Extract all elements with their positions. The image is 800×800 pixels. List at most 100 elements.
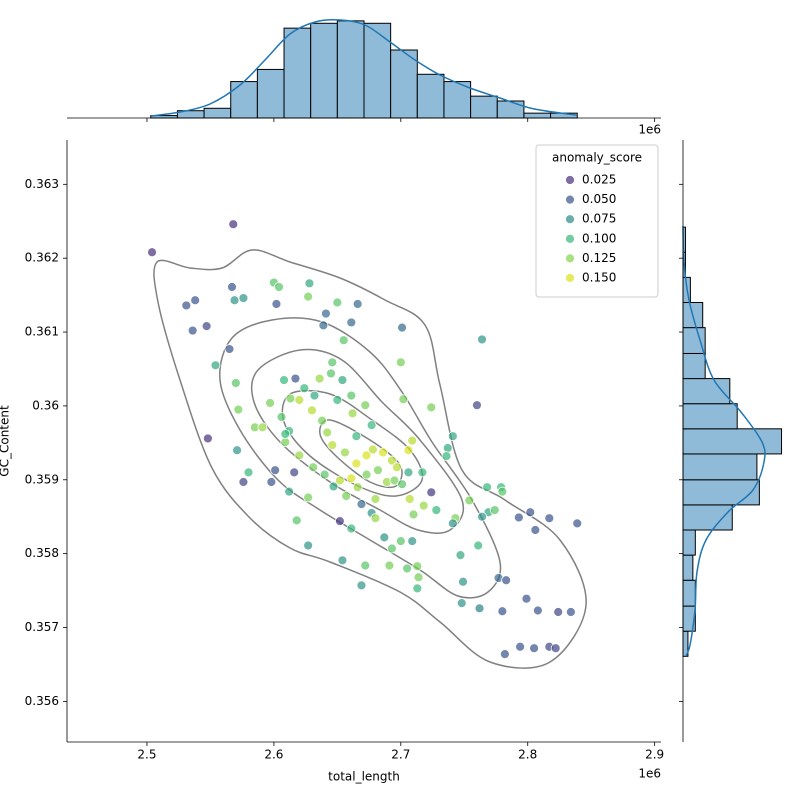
y-tick-label: 0.361: [25, 325, 59, 339]
point: [360, 400, 371, 411]
point: [279, 375, 289, 385]
point: [473, 540, 484, 551]
point: [309, 390, 320, 401]
point: [289, 467, 300, 478]
point: [308, 462, 319, 473]
point: [276, 412, 287, 422]
point: [303, 291, 314, 302]
point: [370, 494, 381, 504]
point: [346, 523, 357, 534]
kde-contours: [153, 249, 587, 669]
point: [187, 325, 198, 336]
y-tick-label: 0.359: [25, 472, 59, 486]
point: [392, 462, 402, 473]
point: [271, 299, 282, 309]
point: [387, 455, 397, 466]
point: [407, 435, 418, 446]
x-offset-top: 1e6: [638, 123, 661, 137]
top-hist-bar: [470, 95, 498, 119]
point: [378, 447, 388, 458]
point: [458, 576, 468, 587]
point: [228, 219, 239, 230]
point: [346, 473, 357, 484]
legend-marker: [565, 233, 575, 244]
point: [303, 492, 314, 503]
point: [210, 360, 221, 371]
legend-marker: [565, 273, 575, 283]
point: [202, 433, 213, 444]
point: [299, 383, 310, 394]
point: [361, 450, 372, 461]
top-hist-bar: [416, 73, 445, 119]
point: [346, 390, 357, 401]
point: [230, 378, 241, 388]
right-kde: [682, 225, 766, 657]
point: [341, 491, 352, 501]
point: [513, 512, 524, 523]
point: [532, 605, 543, 616]
point: [464, 495, 475, 506]
point: [397, 322, 407, 333]
y-tick-label: 0.363: [25, 177, 59, 191]
point: [521, 593, 532, 604]
point: [243, 467, 254, 478]
point: [472, 400, 482, 411]
right-hist-bar: [682, 403, 738, 430]
point: [337, 555, 348, 566]
y-tick-label: 0.356: [25, 694, 59, 708]
point: [441, 451, 452, 462]
point: [403, 445, 414, 456]
point: [387, 543, 397, 554]
point: [395, 536, 406, 546]
point: [322, 427, 333, 438]
contour-line: [250, 348, 465, 534]
legend-marker: [565, 214, 575, 225]
point: [360, 560, 371, 571]
point: [447, 518, 458, 529]
top-hist-bar: [256, 68, 285, 119]
point: [426, 402, 437, 413]
point: [565, 607, 576, 617]
point: [347, 408, 358, 419]
point: [346, 317, 357, 328]
point: [418, 500, 429, 511]
point: [201, 321, 212, 332]
legend-label: 0.125: [582, 251, 616, 265]
x-offset: 1e6: [638, 767, 661, 781]
point: [266, 477, 277, 487]
point: [314, 373, 325, 384]
point: [340, 447, 350, 458]
contour-line: [219, 317, 502, 599]
point: [351, 431, 362, 442]
point: [404, 494, 415, 504]
legend-title: anomaly_score: [552, 151, 642, 165]
point: [447, 431, 458, 442]
contour-line: [319, 419, 403, 489]
point: [232, 445, 242, 456]
legend-marker: [565, 194, 575, 205]
point: [294, 395, 305, 405]
point: [280, 437, 291, 448]
right-hist-bar: [682, 453, 758, 481]
point: [497, 486, 508, 497]
point: [501, 575, 512, 586]
point: [407, 536, 418, 546]
point: [455, 550, 466, 561]
point: [356, 499, 367, 510]
right-hist-bar: [682, 529, 696, 556]
point: [402, 563, 413, 574]
x-axis-label: total_length: [328, 770, 400, 784]
point: [227, 282, 237, 292]
legend-label: 0.025: [582, 173, 616, 187]
y-axis-label: GC_Content: [0, 405, 12, 477]
x-tick-label: 2.8: [518, 748, 537, 762]
point: [361, 469, 372, 480]
point: [572, 518, 583, 529]
point: [408, 509, 419, 520]
point: [332, 297, 343, 308]
point: [294, 450, 305, 461]
point: [412, 561, 423, 572]
point: [190, 295, 201, 306]
point: [529, 643, 539, 654]
point: [499, 649, 510, 660]
